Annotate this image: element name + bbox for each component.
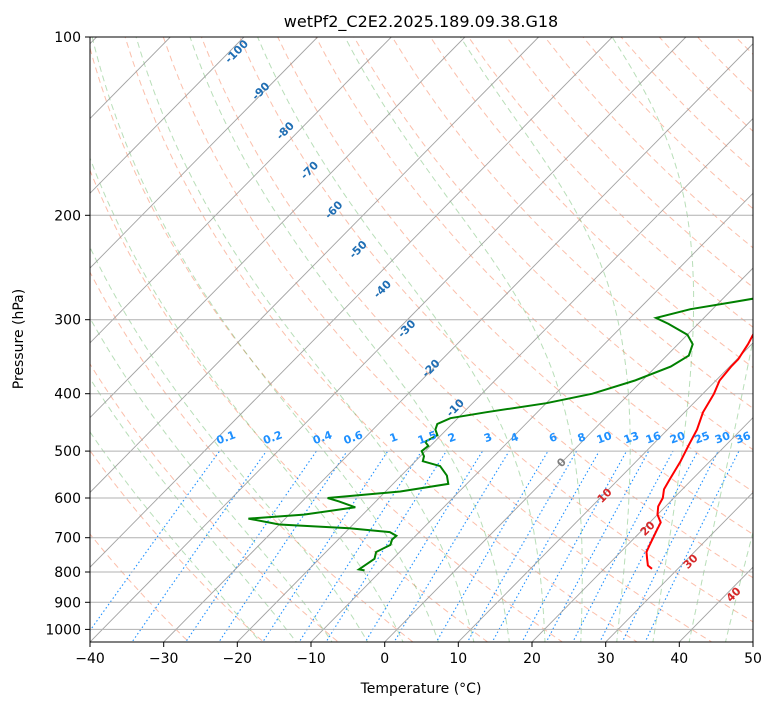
dry-adiabat-line (90, 449, 265, 642)
mixing-ratio-label: 36 (734, 429, 753, 447)
dry-adiabat-line (90, 169, 489, 642)
y-tick-label: 800 (54, 565, 81, 581)
chart-title: wetPf2_C2E2.2025.189.09.38.G18 (284, 12, 558, 32)
isotherm-line (457, 342, 753, 642)
x-tick-label: 10 (449, 651, 467, 667)
dry-adiabat-line (90, 363, 339, 642)
moist-adiabat-line (611, 37, 695, 642)
plot-frame (89, 36, 754, 643)
mixing-ratio-label: 2 (446, 430, 458, 445)
mixing-ratio-label: 0.4 (311, 428, 334, 447)
isotherm-line (90, 37, 466, 419)
y-tick-label: 1000 (45, 622, 81, 638)
mixing-ratio-label: 1.5 (416, 428, 439, 447)
dry-adiabat-line (200, 37, 753, 623)
moist-adiabat-line (90, 317, 333, 642)
isotherm-line (90, 37, 613, 568)
x-tick-label: 20 (523, 651, 541, 667)
isotherm-line (605, 491, 753, 642)
dry-adiabat-line (429, 37, 753, 369)
dry-adiabat-line (90, 533, 190, 642)
mixing-ratio-label: 0.1 (215, 428, 238, 447)
x-tick-label: −20 (223, 651, 253, 667)
dry-adiabat-line (162, 37, 713, 642)
dry-adiabat-line (90, 271, 414, 642)
x-tick-label: 40 (670, 651, 688, 667)
moist-adiabat-line (725, 530, 753, 642)
profiles (248, 297, 753, 572)
y-tick-label: 300 (54, 313, 81, 329)
isotherm-line (90, 37, 687, 642)
isotherm-line (384, 267, 753, 642)
plot-area (90, 37, 753, 642)
isotherm-line (163, 43, 753, 642)
mixing-ratio-label: 16 (644, 429, 663, 447)
dry-adiabat-line (467, 37, 753, 328)
x-tick-label: −30 (149, 651, 179, 667)
x-tick-label: −10 (296, 651, 326, 667)
moist-adiabat-line (135, 37, 475, 642)
mixing-ratio-label: 25 (693, 429, 712, 446)
y-axis-label: Pressure (hPa) (11, 289, 27, 389)
y-tick-label: 500 (54, 444, 81, 460)
y-tick-label: 600 (54, 491, 81, 507)
mixing-ratio-label: 3 (482, 430, 494, 445)
isotherm-line (90, 37, 392, 344)
dewpoint-line (248, 297, 753, 572)
isotherm-line (310, 192, 753, 642)
x-tick-label: 30 (597, 651, 615, 667)
moist-adiabat-line (344, 37, 583, 642)
mixing-ratio-label: 20 (668, 429, 687, 447)
dry-adiabat-line (90, 46, 564, 642)
mixing-ratio-label: 0.2 (261, 428, 284, 447)
y-axis-ticks: 100 200 300 400 500 600 700 800 900 1000 (45, 30, 90, 638)
moist-adiabat-line (91, 37, 440, 642)
isotherm-line (236, 117, 753, 642)
mixing-ratio-label: 4 (509, 430, 521, 445)
x-tick-label: −40 (75, 651, 105, 667)
isotherm-line (531, 416, 753, 642)
mixing-ratio-label: 1 (388, 430, 400, 445)
x-axis-ticks: −40 −30 −20 −10 0 10 20 30 40 50 (75, 642, 762, 667)
mixing-ratio-label: 0.6 (342, 428, 365, 447)
isotherm-line (90, 37, 245, 194)
x-tick-label: 50 (744, 651, 762, 667)
moist-adiabat-line (257, 37, 546, 642)
y-tick-label: 100 (54, 30, 81, 46)
y-tick-label: 900 (54, 595, 81, 611)
mixing-ratio-label: 8 (576, 430, 588, 445)
mixing-ratio-label: 13 (622, 429, 641, 446)
temperature-line (645, 332, 753, 570)
y-tick-label: 200 (54, 208, 81, 224)
dry-adiabat-line (391, 37, 753, 409)
mixing-ratio-label: 30 (713, 429, 732, 447)
y-tick-label: 700 (54, 531, 81, 547)
moist-adiabat-line (688, 337, 753, 642)
mixing-ratio-label: 6 (547, 430, 559, 445)
isotherm-line (90, 37, 318, 269)
moist-adiabat-line (459, 37, 631, 642)
y-tick-label: 400 (54, 387, 81, 403)
mixing-ratio-label: 10 (595, 429, 614, 447)
x-tick-label: 0 (380, 651, 389, 667)
isotherm-line (90, 37, 539, 494)
x-axis-label: Temperature (°C) (360, 681, 482, 697)
